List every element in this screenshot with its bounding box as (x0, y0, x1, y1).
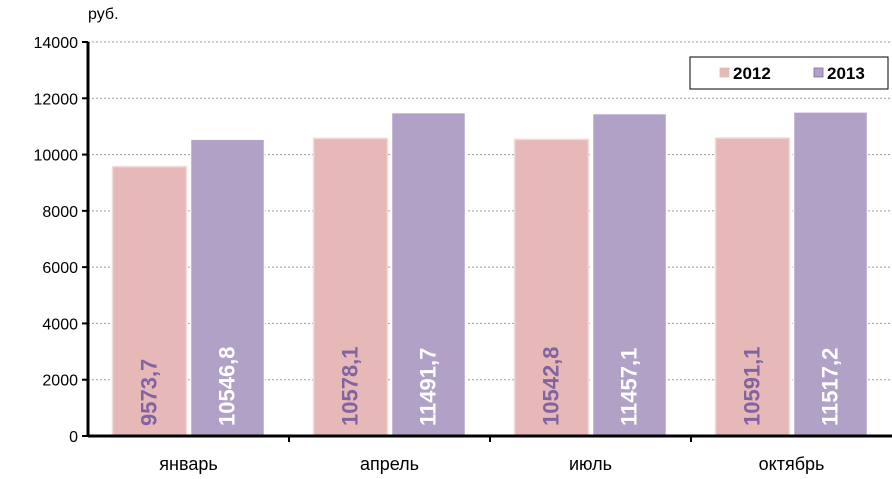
data-label-2013: 11491,7 (416, 348, 441, 426)
data-label-2012: 9573,7 (137, 359, 162, 426)
y-tick-label: 12000 (34, 91, 79, 108)
y-axis-unit-label: руб. (88, 6, 119, 23)
data-labels: 9573,7 10546,8 10578,1 11491,7 10542,8 11457,… (137, 346, 843, 426)
bar-2012 (312, 137, 389, 437)
x-tick-label: октябрь (759, 454, 825, 474)
x-tick-label: январь (159, 454, 217, 474)
x-tick-label: июль (569, 454, 612, 474)
data-label-2012: 10591,1 (740, 346, 765, 426)
y-tick-label: 10000 (34, 148, 79, 165)
bar-2013 (390, 111, 467, 437)
bars (111, 111, 869, 437)
bar-2013 (189, 138, 266, 437)
x-tick-label: апрель (360, 454, 419, 474)
data-label-2012: 10542,8 (539, 346, 564, 426)
data-label-2013: 11517,2 (818, 348, 843, 426)
bar-2012 (513, 138, 590, 437)
bar-2013 (792, 111, 869, 437)
y-tick-label: 6000 (42, 260, 78, 277)
legend: 2012 2013 (689, 56, 889, 90)
y-tick-label: 14000 (34, 35, 79, 52)
data-label-2013: 10546,8 (215, 346, 240, 426)
legend-swatch-2013 (813, 67, 824, 78)
y-tick-label: 2000 (42, 373, 78, 390)
bar-2012 (714, 137, 791, 437)
axes: 0 2000 4000 6000 8000 10000 12000 14000 январь ап… (34, 35, 892, 474)
y-tick-label: 0 (69, 429, 78, 446)
y-tick-label: 4000 (42, 316, 78, 333)
legend-swatch-2012 (719, 67, 730, 78)
data-label-2013: 11457,1 (617, 348, 642, 426)
bar-2013 (591, 112, 668, 437)
legend-label-2012: 2012 (733, 64, 771, 83)
y-tick-label: 8000 (42, 204, 78, 221)
legend-label-2013: 2013 (827, 64, 865, 83)
data-label-2012: 10578,1 (338, 346, 363, 426)
